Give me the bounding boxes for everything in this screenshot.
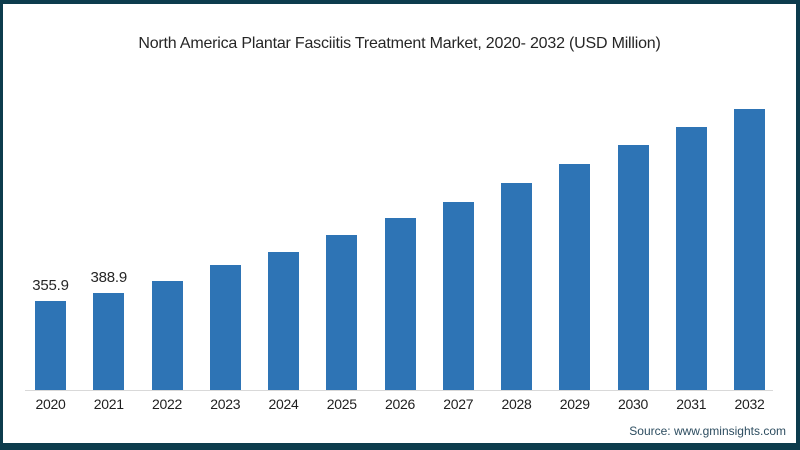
- x-tick-label: 2020: [35, 396, 66, 412]
- x-tick-label: 2029: [559, 396, 590, 412]
- x-tick-2029: 2029: [559, 396, 590, 412]
- bar-2025: [326, 235, 358, 390]
- bar-value-label-2020: 355.9: [32, 277, 69, 294]
- bar-2020: 355.9: [32, 277, 69, 390]
- x-tick-label: 2022: [152, 396, 182, 412]
- bar-2027: [442, 202, 474, 390]
- x-tick-2025: 2025: [326, 396, 357, 412]
- x-axis-line: [25, 390, 773, 391]
- bar-2022: [151, 281, 183, 390]
- bar-2024: [268, 251, 299, 390]
- x-tick-label: 2024: [268, 396, 299, 412]
- x-tick-2023: 2023: [210, 396, 241, 412]
- x-tick-2026: 2026: [385, 396, 416, 412]
- x-tick-2027: 2027: [443, 396, 474, 412]
- x-tick-2020: 2020: [35, 396, 66, 412]
- x-tick-label: 2030: [618, 396, 648, 412]
- x-tick-2021: 2021: [93, 396, 124, 412]
- bar-2031: [675, 127, 707, 390]
- bar-2028: [501, 183, 532, 390]
- x-tick-2030: 2030: [618, 396, 649, 412]
- bar-2026: [384, 217, 416, 390]
- x-tick-2032: 2032: [734, 396, 765, 412]
- x-axis-labels: 2020 2021 2022 2023 2024 2025 2026 2027 2028 2029…: [35, 396, 765, 412]
- x-tick-label: 2021: [93, 396, 124, 412]
- x-tick-label: 2031: [676, 396, 707, 412]
- bar-value-label-2021: 388.9: [90, 268, 128, 286]
- x-tick-2028: 2028: [501, 396, 532, 412]
- x-tick-label: 2023: [210, 396, 241, 412]
- bar-2032: [734, 109, 765, 390]
- x-tick-label: 2026: [385, 396, 415, 412]
- x-tick-label: 2025: [326, 396, 357, 412]
- x-tick-label: 2027: [443, 396, 474, 412]
- bar-2029: [559, 163, 591, 390]
- x-tick-2024: 2024: [268, 396, 299, 412]
- x-tick-label: 2028: [501, 396, 532, 412]
- x-tick-2031: 2031: [676, 396, 707, 412]
- x-tick-2022: 2022: [152, 396, 183, 412]
- bar-2021: 388.9: [90, 269, 127, 390]
- x-tick-label: 2032: [734, 396, 765, 412]
- bar-2023: [209, 265, 241, 390]
- bar-2030: [617, 145, 649, 390]
- chart-title: North America Plantar Fasciitis Treatmen…: [138, 35, 661, 52]
- source-credit: Source: www.gminsights.com: [629, 424, 786, 438]
- bar-plot-area: 355.9 388.9: [32, 109, 765, 390]
